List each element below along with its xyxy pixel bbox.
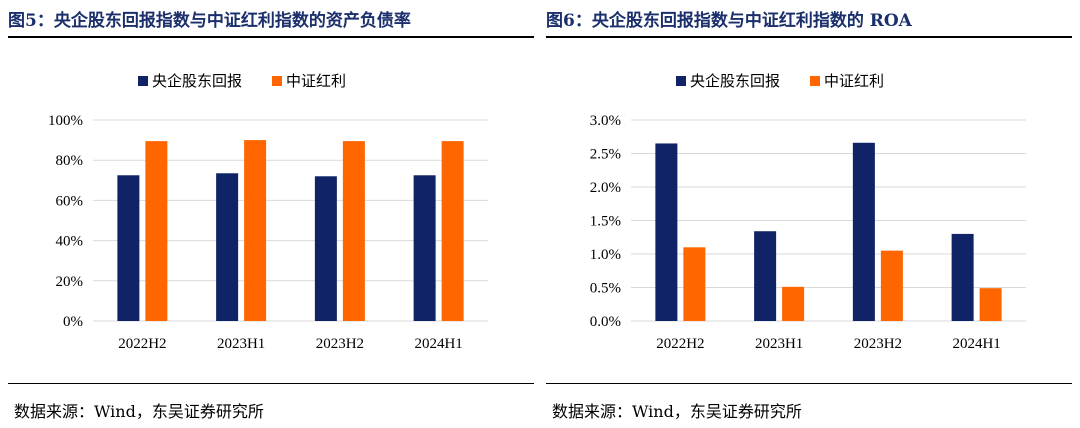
y-tick-label: 0.0% <box>590 314 621 330</box>
legend-label-0: 央企股东回报 <box>152 72 242 90</box>
figure-6-top-rule <box>546 36 1072 38</box>
x-tick-label: 2024H1 <box>414 336 462 352</box>
bar-central-soe-2023H1 <box>216 173 239 321</box>
y-tick-label: 0% <box>63 314 83 330</box>
legend-label-0: 央企股东回报 <box>690 72 780 90</box>
figure-6-bottom-rule <box>546 383 1072 384</box>
bar-csi-dividend-2023H1 <box>782 286 805 321</box>
x-tick-label: 2022H2 <box>656 336 704 352</box>
legend-swatch-1 <box>272 76 282 86</box>
bar-central-soe-2022H2 <box>655 143 678 321</box>
legend-label-1: 中证红利 <box>824 72 884 90</box>
y-tick-label: 2.0% <box>590 180 621 196</box>
figure-5-panel: 图5：央企股东回报指数与中证红利指数的资产负债率 央企股东回报 中证红利 0% 20%… <box>8 0 534 428</box>
x-tick-label: 2022H2 <box>118 336 166 352</box>
legend-label-1: 中证红利 <box>286 72 346 90</box>
x-tick-label: 2023H1 <box>755 336 803 352</box>
bar-central-soe-2023H2 <box>314 176 337 321</box>
figure-6-title: 图6：央企股东回报指数与中证红利指数的 ROA <box>546 11 912 31</box>
bar-central-soe-2023H2 <box>852 142 875 321</box>
figure-6-panel: 图6：央企股东回报指数与中证红利指数的 ROA 央企股东回报 中证红利 0.0% 0.… <box>546 0 1072 428</box>
y-tick-label: 20% <box>56 274 84 290</box>
y-tick-label: 1.5% <box>590 214 621 230</box>
bar-csi-dividend-2023H2 <box>342 141 365 321</box>
y-tick-label: 40% <box>56 234 84 250</box>
figure-6-source: 数据来源：Wind，东吴证券研究所 <box>552 402 802 421</box>
legend-swatch-0 <box>676 76 686 86</box>
bar-central-soe-2023H1 <box>754 231 777 321</box>
bar-central-soe-2022H2 <box>117 175 140 321</box>
figure-5-bottom-rule <box>8 383 534 384</box>
figure-6-chart: 央企股东回报 中证红利 0.0% 0.5% 1.0% 1.5% 2.0% 2.5% 3.0% 20… <box>590 72 1026 352</box>
y-tick-label: 100% <box>48 113 83 129</box>
bar-central-soe-2024H1 <box>951 233 974 321</box>
bar-csi-dividend-2023H2 <box>880 250 903 321</box>
y-tick-label: 2.5% <box>590 147 621 163</box>
legend-swatch-0 <box>138 76 148 86</box>
bar-csi-dividend-2022H2 <box>145 141 168 321</box>
legend-swatch-1 <box>810 76 820 86</box>
y-tick-label: 0.5% <box>590 281 621 297</box>
figure-5-chart: 央企股东回报 中证红利 0% 20% 40% 60% 80% 100% 2022H2 2023H1… <box>48 72 488 352</box>
y-tick-label: 1.0% <box>590 247 621 263</box>
x-tick-label: 2023H2 <box>316 336 364 352</box>
y-tick-label: 60% <box>56 193 84 209</box>
x-tick-label: 2023H2 <box>854 336 902 352</box>
bar-csi-dividend-2024H1 <box>979 288 1002 321</box>
figure-5-source: 数据来源：Wind，东吴证券研究所 <box>14 402 264 421</box>
bar-csi-dividend-2022H2 <box>683 247 706 321</box>
bar-central-soe-2024H1 <box>413 175 436 321</box>
x-tick-label: 2023H1 <box>217 336 265 352</box>
bar-csi-dividend-2024H1 <box>441 141 464 321</box>
y-tick-label: 80% <box>56 153 84 169</box>
figure-5-top-rule <box>8 36 534 38</box>
bar-csi-dividend-2023H1 <box>244 140 267 321</box>
x-tick-label: 2024H1 <box>952 336 1000 352</box>
y-tick-label: 3.0% <box>590 113 621 129</box>
figure-5-title: 图5：央企股东回报指数与中证红利指数的资产负债率 <box>8 11 411 31</box>
